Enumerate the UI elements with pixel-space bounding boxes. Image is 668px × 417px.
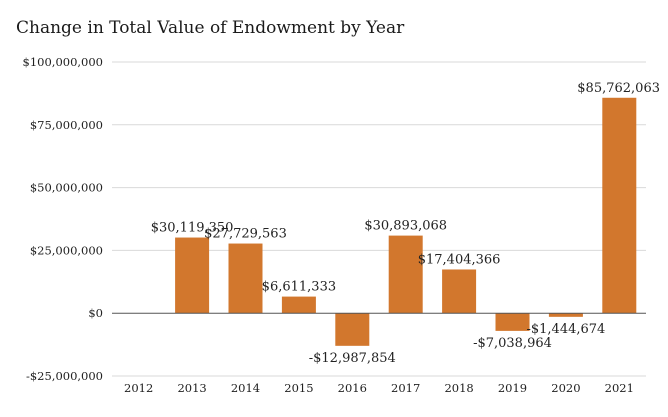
gridlines bbox=[112, 61, 646, 377]
y-tick-label: -$25,000,000 bbox=[26, 369, 103, 383]
x-tick-label: 2013 bbox=[177, 381, 206, 395]
x-tick-label: 2017 bbox=[391, 381, 420, 395]
x-tick-label: 2020 bbox=[551, 381, 580, 395]
data-label: -$12,987,854 bbox=[309, 351, 396, 366]
x-tick-label: 2021 bbox=[605, 381, 634, 395]
y-tick-label: $75,000,000 bbox=[30, 118, 103, 132]
data-label: -$7,038,964 bbox=[473, 336, 552, 351]
data-label: $27,729,563 bbox=[204, 227, 287, 242]
data-label: $30,119,350 bbox=[151, 221, 234, 236]
y-tick-label: $25,000,000 bbox=[30, 243, 103, 257]
x-tick-label: 2016 bbox=[338, 381, 367, 395]
bar-2013 bbox=[175, 237, 210, 314]
y-tick-label: $50,000,000 bbox=[30, 181, 103, 195]
y-tick-label: $100,000,000 bbox=[23, 55, 103, 69]
bar-2015 bbox=[281, 296, 316, 314]
data-label: $30,893,068 bbox=[364, 219, 447, 234]
x-tick-label: 2012 bbox=[124, 381, 153, 395]
y-tick-label: $0 bbox=[88, 306, 103, 320]
x-tick-label: 2014 bbox=[231, 381, 260, 395]
bar-2014 bbox=[228, 243, 263, 314]
y-axis-ticks: $100,000,000 $75,000,000 $50,000,000 $25,00… bbox=[23, 55, 103, 383]
bar-2017 bbox=[388, 235, 423, 314]
data-label: $85,762,063 bbox=[577, 81, 660, 96]
bar-2021 bbox=[602, 97, 637, 314]
bar-2020 bbox=[548, 313, 583, 317]
data-labels: $30,119,350$27,729,563 $6,611,333 -$12,987… bbox=[151, 81, 660, 366]
data-label: $17,404,366 bbox=[418, 252, 501, 267]
x-tick-label: 2018 bbox=[444, 381, 473, 395]
bar-2018 bbox=[442, 269, 477, 314]
x-tick-label: 2015 bbox=[284, 381, 313, 395]
data-label: -$1,444,674 bbox=[526, 322, 605, 337]
bar-2016 bbox=[335, 313, 370, 346]
bars bbox=[175, 97, 637, 346]
chart-title: Change in Total Value of Endowment by Ye… bbox=[16, 18, 405, 38]
x-tick-label: 2019 bbox=[498, 381, 527, 395]
x-axis-ticks: 2012 2013 2014 2015 2016 2017 2018 2019 2020 2021 bbox=[124, 381, 634, 395]
bar-2019 bbox=[495, 313, 530, 331]
data-label: $6,611,333 bbox=[262, 280, 336, 295]
